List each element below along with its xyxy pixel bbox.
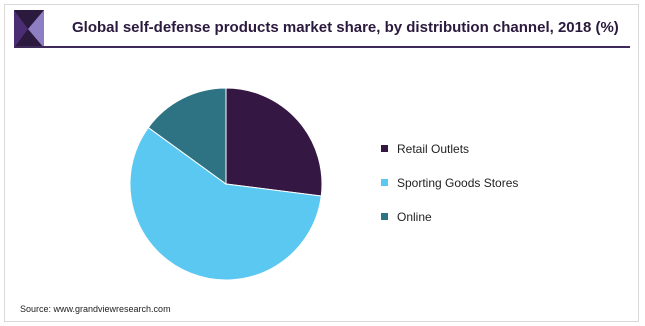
logo-shape-mid <box>14 10 28 48</box>
legend-label: Sporting Goods Stores <box>397 175 519 190</box>
pie-slice-sporting-goods-stores <box>129 126 322 281</box>
legend-swatch <box>381 179 388 186</box>
pie-slices <box>129 87 323 281</box>
legend-label: Retail Outlets <box>397 141 470 156</box>
chart-title: Global self-defense products market shar… <box>72 19 619 36</box>
chart-legend: Retail Outlets Sporting Goods Stores Onl… <box>381 140 518 242</box>
pie-slice-online <box>147 87 227 185</box>
legend-label: Online <box>397 209 432 224</box>
brand-logo-icon <box>14 10 44 48</box>
legend-item-sporting-goods-stores: Sporting Goods Stores <box>381 174 518 191</box>
title-divider <box>14 46 630 48</box>
legend-swatch <box>381 145 388 152</box>
chart-frame <box>4 4 639 322</box>
legend-item-retail-outlets: Retail Outlets <box>381 140 518 157</box>
legend-item-online: Online <box>381 208 518 225</box>
pie-slice-retail-outlets <box>225 87 323 197</box>
logo-shape-front <box>28 10 44 48</box>
source-note: Source: www.grandviewresearch.com <box>20 304 171 314</box>
legend-swatch <box>381 213 388 220</box>
